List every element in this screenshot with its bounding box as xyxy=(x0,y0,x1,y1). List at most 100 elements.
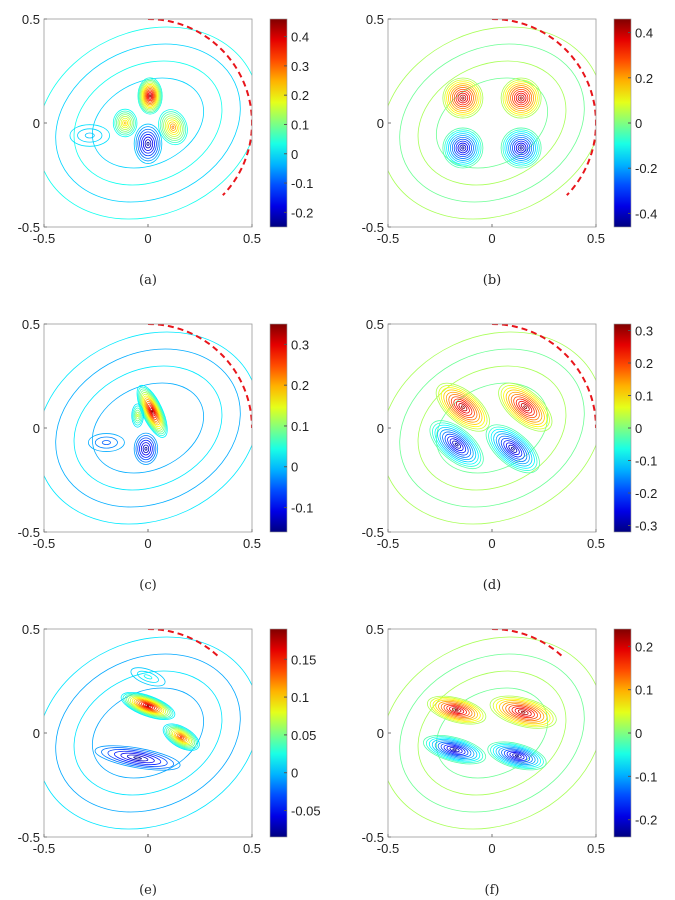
contour-line xyxy=(505,389,545,425)
colorbar-tick-label: 0.4 xyxy=(635,26,653,41)
contour-line xyxy=(170,729,192,746)
boundary-arc xyxy=(491,19,596,196)
panel-a: -0.5 0 0.5 -0.5 0 0.5 0.4 0.3 0.2 0.1 0 -0.1 -0.2 (a) xyxy=(18,12,314,288)
contour-line xyxy=(134,409,141,422)
contour-line xyxy=(133,407,142,424)
contour-line xyxy=(435,382,490,432)
colorbar-tick-label: 0.2 xyxy=(635,639,653,654)
colorbar-tick-label: -0.2 xyxy=(635,813,657,828)
contour-line xyxy=(150,408,155,415)
contour-line xyxy=(488,426,538,471)
contour-line xyxy=(44,331,252,525)
panel-e: -0.5 0 0.5 -0.5 0 0.5 0.15 0.1 0.05 0 -0.05 (e) xyxy=(18,622,321,898)
contour-line xyxy=(128,695,168,717)
contour-line xyxy=(510,136,533,159)
colorbar-tick-label: -0.1 xyxy=(291,176,313,191)
contour-line xyxy=(487,741,547,771)
contour-line xyxy=(443,744,466,755)
contour-line xyxy=(131,403,144,428)
contour-line xyxy=(123,121,127,125)
contour-line xyxy=(511,706,535,719)
contour-line xyxy=(44,636,252,830)
contour-line xyxy=(498,746,536,765)
colorbar-tick-label: -0.2 xyxy=(291,205,313,220)
contour-line xyxy=(455,90,471,106)
contour-line xyxy=(146,141,150,146)
colorbar xyxy=(269,18,288,228)
contour-line xyxy=(114,750,162,766)
contour-line xyxy=(143,86,157,106)
contour-line xyxy=(425,736,484,763)
contour-line xyxy=(448,83,478,113)
x-tick-label: -0.5 xyxy=(33,231,55,246)
contour-line xyxy=(148,93,152,99)
contour-line xyxy=(457,92,469,104)
contour-line xyxy=(55,43,241,203)
contour-line xyxy=(139,701,157,711)
panel-caption: (a) xyxy=(139,273,157,288)
contour-line xyxy=(151,409,154,413)
contour-line xyxy=(91,77,205,169)
contour-line xyxy=(137,128,159,159)
contour-line xyxy=(438,385,488,430)
contour-line xyxy=(135,699,161,713)
contour-line xyxy=(173,731,189,743)
contour-line xyxy=(455,140,471,156)
contour-line xyxy=(451,136,474,159)
contour-line xyxy=(143,397,161,426)
contour-line xyxy=(135,411,140,420)
colorbar-tick-label: 0 xyxy=(291,766,298,781)
contour-line xyxy=(460,405,465,409)
contours xyxy=(388,629,596,830)
contour-line xyxy=(166,119,180,135)
contour-line xyxy=(500,385,550,430)
contour-line xyxy=(434,424,479,465)
contour-line xyxy=(140,392,164,431)
contour-line xyxy=(453,398,473,416)
colorbar-tick-label: 0.1 xyxy=(635,389,653,404)
contour-line xyxy=(492,697,554,728)
contour-line xyxy=(435,77,549,169)
panel-c: -0.5 0 0.5 -0.5 0 0.5 0.3 0.2 0.1 0 -0.1 (c) xyxy=(18,317,314,593)
colorbar-tick-label: 0.1 xyxy=(291,117,309,132)
contour-line xyxy=(146,90,154,102)
contour-line xyxy=(435,382,549,474)
contour-line xyxy=(451,707,462,713)
contours xyxy=(44,324,252,525)
contour-line xyxy=(169,123,177,131)
contour-line xyxy=(510,87,533,110)
contour-line xyxy=(444,129,482,167)
contour-line xyxy=(427,695,487,725)
colorbar-tick-label: -0.05 xyxy=(291,804,321,819)
contour-line xyxy=(175,732,188,742)
contour-line xyxy=(508,444,518,453)
contour-line xyxy=(459,144,467,152)
colorbar-tick-label: 0.3 xyxy=(635,324,653,339)
contour-line xyxy=(453,138,472,158)
contour-line xyxy=(449,85,476,111)
contour-line xyxy=(120,117,130,129)
contour-line xyxy=(495,433,530,465)
contour-line xyxy=(440,387,485,428)
contour-line xyxy=(158,109,188,146)
contour-line xyxy=(459,94,467,102)
contour-line xyxy=(454,708,459,712)
boundary-arc xyxy=(491,324,596,429)
contour-line xyxy=(55,653,241,813)
x-tick-label: 0.5 xyxy=(243,536,261,551)
y-tick-label: -0.5 xyxy=(18,525,40,540)
contour-line xyxy=(440,702,473,718)
contour-line xyxy=(133,432,159,465)
boundary-arc xyxy=(147,324,252,429)
contour-line xyxy=(142,444,150,454)
contour-line xyxy=(140,442,151,456)
contour-line xyxy=(139,80,161,112)
contour-line xyxy=(448,394,478,421)
contour-line xyxy=(144,704,152,708)
contour-line xyxy=(101,747,175,769)
colorbar-tick-label: 0.3 xyxy=(291,59,309,74)
contour-line xyxy=(164,724,199,750)
colorbar-tick-label: -0.1 xyxy=(635,454,657,469)
colorbar-tick-label: -0.2 xyxy=(635,486,657,501)
contour-line xyxy=(164,117,182,137)
